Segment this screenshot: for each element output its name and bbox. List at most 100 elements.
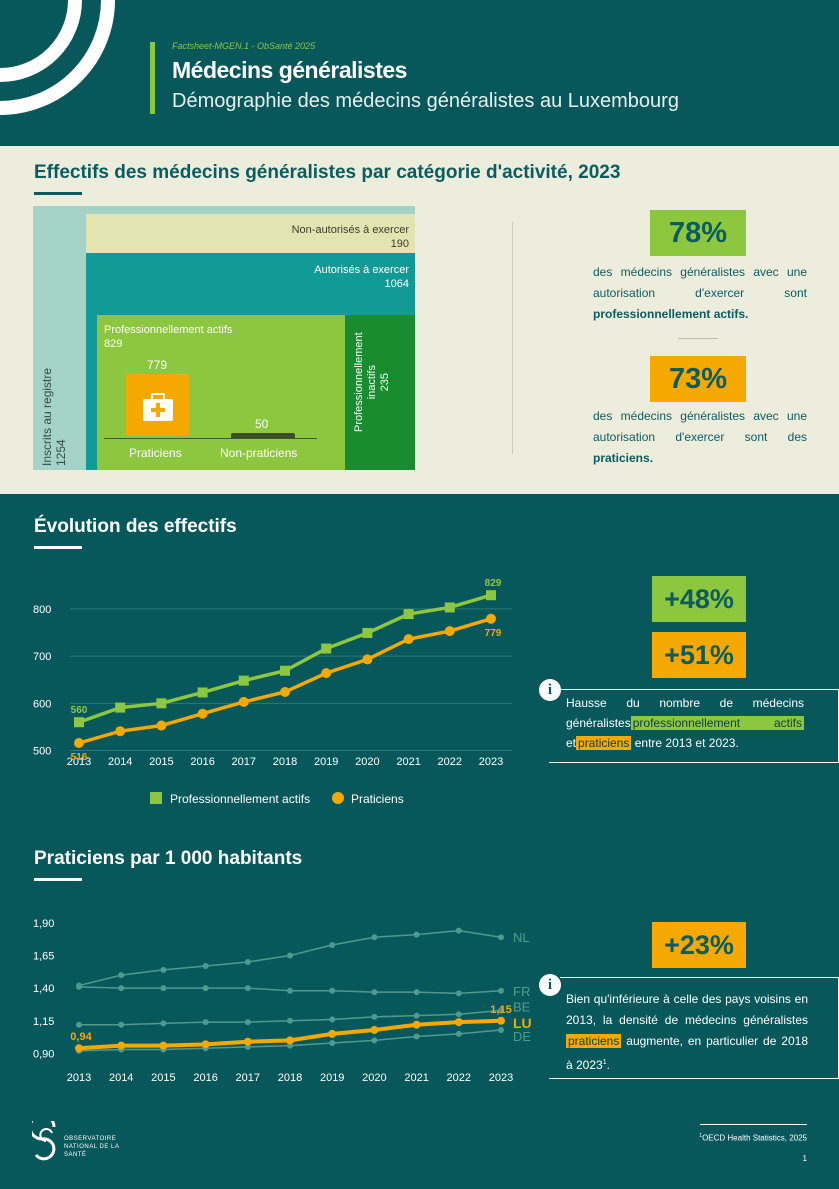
info-box-top-rule	[560, 977, 839, 978]
data-point-practitioners	[197, 708, 208, 719]
series-label: Factsheet-MGEN.1 - ObSanté 2025	[172, 41, 316, 51]
data-label: 516	[71, 752, 88, 763]
density-line-chart: 1,90 1,65 1,40 1,15 0,90 2013 2014 2015 2016 2017…	[33, 918, 532, 1084]
data-point-fr	[160, 985, 167, 992]
activity-breakdown-section: Effectifs des médecins généralistes par …	[0, 146, 839, 494]
x-tick-label: 2020	[355, 756, 379, 768]
y-tick-label: 1,90	[33, 918, 54, 930]
x-tick-label: 2021	[404, 1072, 428, 1084]
kpi-active-share: 78%	[650, 210, 746, 256]
kpi-active-growth: +48%	[652, 576, 746, 622]
x-tick-label: 2013	[67, 1072, 91, 1084]
series-label-lu: LU	[513, 1015, 532, 1031]
data-point-de	[455, 1030, 462, 1037]
data-point-de	[498, 1026, 504, 1033]
info-box-top-rule	[560, 689, 839, 690]
data-point-be	[76, 1021, 82, 1028]
data-point-active	[238, 675, 249, 686]
data-point-fr	[244, 985, 251, 992]
data-label: 779	[485, 628, 502, 639]
kpi-density-growth: +23%	[652, 922, 746, 968]
data-point-active	[321, 643, 332, 654]
data-point-be	[371, 1013, 378, 1020]
data-point-lu	[286, 1036, 294, 1045]
practitioners-label: Praticiens	[129, 446, 182, 460]
data-point-practitioners	[403, 634, 414, 645]
data-point-de	[413, 1033, 420, 1040]
x-tick-label: 2015	[151, 1072, 175, 1084]
data-point-lu	[454, 1018, 463, 1027]
x-tick-label: 2013	[67, 756, 91, 768]
observatoire-logo-text: OBSERVATOIRE NATIONAL DE LA SANTÉ	[64, 1136, 120, 1158]
data-point-be	[202, 1019, 209, 1026]
y-tick-label: 600	[33, 698, 51, 710]
not-authorized-box	[86, 214, 415, 253]
data-point-active	[280, 665, 290, 676]
data-point-active	[115, 702, 126, 713]
x-tick-label: 2019	[320, 1072, 344, 1084]
data-point-nl	[160, 966, 167, 973]
x-tick-label: 2016	[190, 756, 214, 768]
series-label-fr: FR	[513, 984, 530, 999]
section-title-evolution: Évolution des effectifs	[34, 516, 237, 537]
kpi-active-text: des médecins généralistes avec une autor…	[593, 265, 807, 321]
data-point-nl	[118, 972, 125, 979]
series-label-de: DE	[513, 1029, 531, 1044]
x-tick-label: 2015	[149, 756, 173, 768]
data-point-fr	[118, 985, 125, 992]
data-point-be	[118, 1021, 125, 1028]
data-point-fr	[202, 985, 209, 992]
vertical-divider	[512, 222, 513, 454]
info-icon: i	[539, 974, 561, 996]
footnote-rule	[700, 1124, 807, 1125]
data-point-active	[197, 687, 208, 698]
legend-circle-marker	[332, 792, 344, 804]
data-point-be	[413, 1012, 420, 1019]
series-line-practitioners	[78, 617, 492, 745]
legend-active-label: Professionnellement actifs	[170, 792, 311, 806]
data-point-be	[455, 1011, 462, 1018]
kpi-practitioners-growth: +51%	[652, 632, 746, 678]
data-point-nl	[455, 927, 462, 934]
data-point-fr	[413, 989, 420, 996]
y-tick-label: 0,90	[33, 1048, 54, 1060]
data-label: 560	[71, 705, 88, 716]
info-icon: i	[539, 679, 561, 701]
data-point-lu	[412, 1020, 421, 1029]
footnote: 1OECD Health Statistics, 2025	[699, 1133, 807, 1143]
series-label-nl: NL	[513, 930, 530, 945]
data-point-lu	[243, 1037, 252, 1046]
kpi-separator	[678, 338, 718, 339]
data-point-fr	[498, 987, 504, 994]
section-title-activity: Effectifs des médecins généralistes par …	[34, 162, 621, 183]
legend-square-marker	[150, 792, 162, 804]
data-point-nl	[498, 934, 504, 941]
x-tick-label: 2019	[314, 756, 338, 768]
x-tick-label: 2016	[193, 1072, 217, 1084]
data-point-practitioners	[444, 626, 455, 637]
section-underline	[34, 546, 82, 549]
non-practitioners-label: Non-praticiens	[220, 446, 298, 460]
non-practitioners-value: 50	[255, 417, 269, 431]
data-point-de	[287, 1042, 293, 1049]
data-point-nl	[202, 962, 209, 969]
data-point-be	[244, 1019, 251, 1026]
data-point-practitioners	[486, 613, 496, 624]
y-tick-label: 800	[33, 604, 51, 616]
y-tick-label: 1,40	[33, 983, 54, 995]
x-tick-label: 2022	[438, 756, 462, 768]
data-point-nl	[413, 931, 420, 938]
x-tick-label: 2020	[362, 1072, 386, 1084]
data-point-nl	[287, 952, 293, 959]
inactive-box	[345, 315, 415, 470]
data-point-practitioners	[280, 687, 290, 697]
data-point-lu	[497, 1016, 505, 1025]
evolution-line-chart: 500 600 700 800 2013 2014 2015 2016 2017 2018 2019…	[33, 578, 512, 768]
y-tick-label: 1,65	[33, 950, 54, 962]
data-label: 1,15	[490, 1004, 511, 1016]
data-point-nl	[244, 959, 251, 966]
kpi-practitioners-text: des médecins généralistes avec une autor…	[593, 409, 807, 465]
data-point-practitioners	[321, 668, 332, 679]
data-point-practitioners	[362, 654, 373, 665]
data-point-lu	[75, 1044, 83, 1053]
